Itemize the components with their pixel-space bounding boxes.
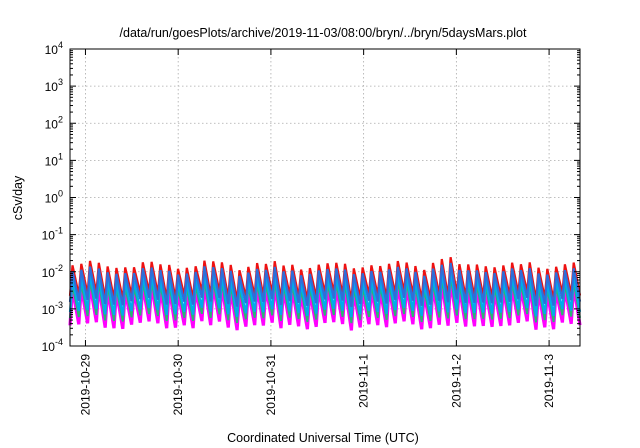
y-tick-label: 100 <box>45 189 63 206</box>
y-tick-base: 10 <box>45 192 59 206</box>
y-tick-exponent: 0 <box>58 189 63 199</box>
y-tick-exponent: -2 <box>55 263 63 273</box>
series-line <box>68 262 582 308</box>
series-layer <box>68 257 582 331</box>
y-tick-base: 10 <box>45 154 59 168</box>
y-tick-label: 101 <box>45 151 63 168</box>
y-tick-label: 10-1 <box>42 226 63 243</box>
x-tick-labels: 2019-10-29 2019-10-30 2019-10-31 2019-11-1 2… <box>78 354 556 416</box>
y-tick-label: 104 <box>45 40 63 57</box>
y-axis-label: cSv/day <box>11 175 25 220</box>
y-tick-exponent: -1 <box>55 226 63 236</box>
y-tick-label: 10-3 <box>42 300 63 317</box>
y-tick-base: 10 <box>45 80 59 94</box>
y-tick-exponent: 1 <box>58 151 63 161</box>
y-tick-base: 10 <box>42 229 56 243</box>
y-tick-label: 10-4 <box>42 337 63 354</box>
y-tick-exponent: 4 <box>58 40 63 50</box>
y-tick-exponent: 3 <box>58 77 63 87</box>
x-axis-label: Coordinated Universal Time (UTC) <box>227 431 419 445</box>
y-tick-base: 10 <box>42 340 56 354</box>
x-tick-label: 2019-11-3 <box>542 354 556 408</box>
y-tick-base: 10 <box>45 43 59 57</box>
y-tick-base: 10 <box>42 303 56 317</box>
ticks <box>70 48 580 347</box>
x-tick-label: 2019-11-1 <box>357 354 371 408</box>
y-tick-label: 10-2 <box>42 263 63 280</box>
x-tick-label: 2019-10-29 <box>78 354 92 416</box>
x-tick-label: 2019-10-31 <box>264 354 278 416</box>
y-tick-exponent: -4 <box>55 337 63 347</box>
y-tick-base: 10 <box>45 117 59 131</box>
chart-title: /data/run/goesPlots/archive/2019-11-03/0… <box>120 26 527 40</box>
y-tick-exponent: 2 <box>58 114 63 124</box>
y-tick-base: 10 <box>42 266 56 280</box>
y-tick-label: 103 <box>45 77 63 94</box>
x-tick-label: 2019-11-2 <box>449 354 463 408</box>
y-tick-exponent: -3 <box>55 300 63 310</box>
x-tick-label: 2019-10-30 <box>171 354 185 416</box>
y-tick-label: 102 <box>45 114 63 131</box>
